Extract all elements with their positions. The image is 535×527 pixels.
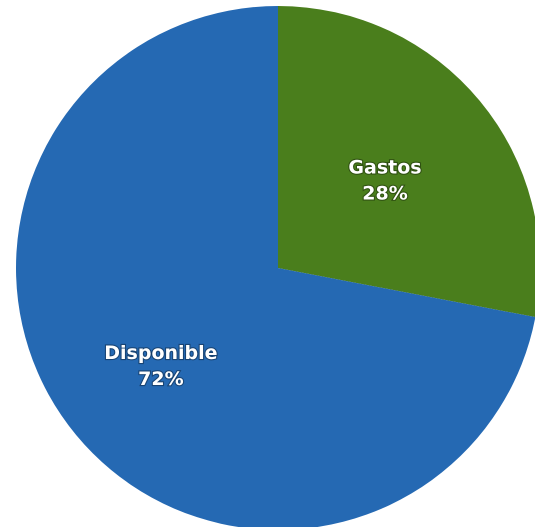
pie-slices — [16, 6, 535, 527]
slice-label-disponible: Disponible — [104, 342, 217, 364]
pie-labels: Gastos 28% Disponible 72% — [103, 155, 423, 391]
slice-percent-gastos: 28% — [362, 182, 407, 204]
slice-label-gastos: Gastos — [348, 156, 421, 178]
pie-slice-disponible — [16, 6, 535, 527]
slice-percent-disponible: 72% — [138, 368, 183, 390]
pie-slice-gastos — [278, 6, 535, 318]
